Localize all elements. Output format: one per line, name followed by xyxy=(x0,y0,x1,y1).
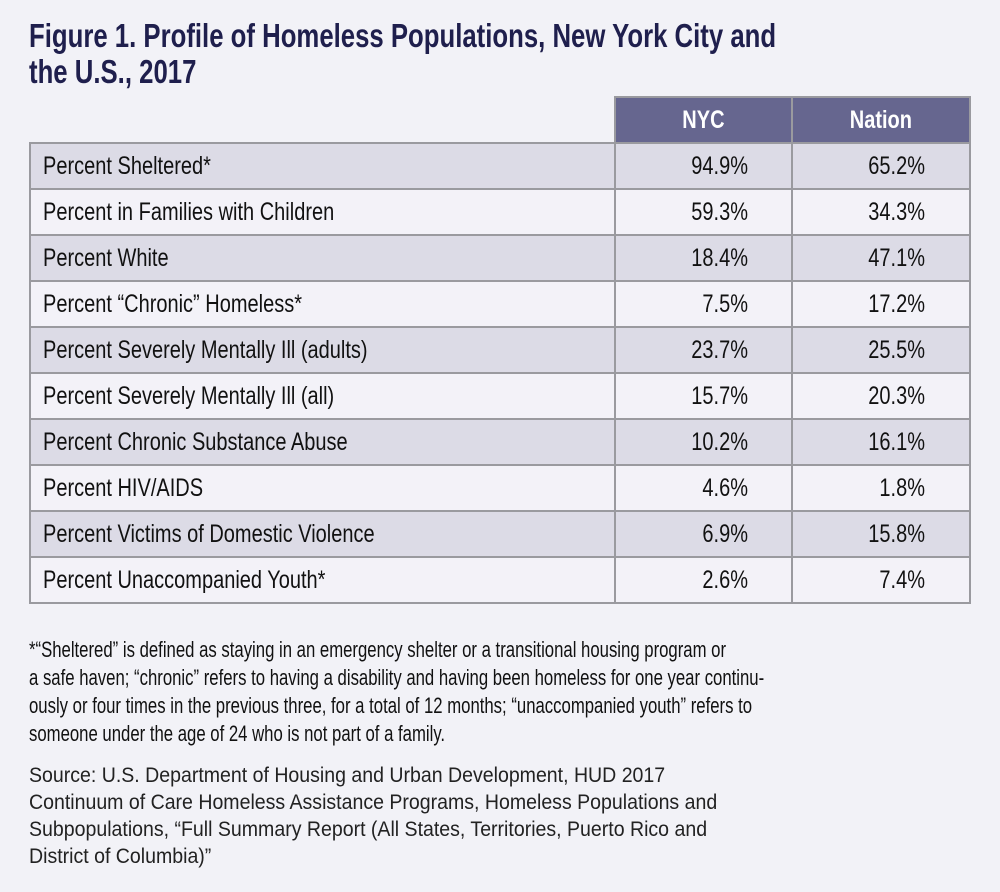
cell-nyc: 4.6% xyxy=(613,464,794,512)
header-nyc: NYC xyxy=(613,96,794,144)
row-label: Percent Severely Mentally Ill (all) xyxy=(29,372,616,420)
table-row: Percent in Families with Children 59.3% 34… xyxy=(29,188,971,236)
table-row: Percent Severely Mentally Ill (all) 15.7%… xyxy=(29,372,971,420)
table-row: Percent Victims of Domestic Violence 6.9%… xyxy=(29,510,971,558)
table-row: Percent Severely Mentally Ill (adults) 23… xyxy=(29,326,971,374)
row-label: Percent White xyxy=(29,234,616,282)
cell-nyc: 10.2% xyxy=(613,418,794,466)
cell-nation: 25.5% xyxy=(791,326,971,374)
title-line: the U.S., 2017 xyxy=(29,53,197,90)
source-note: Source: U.S. Department of Housing and U… xyxy=(29,762,769,870)
row-label: Percent Unaccompanied Youth* xyxy=(29,556,616,604)
row-label: Percent Chronic Substance Abuse xyxy=(29,418,616,466)
header-nation: Nation xyxy=(791,96,971,144)
source-line: Subpopulations, “Full Summary Report (Al… xyxy=(29,818,708,841)
row-label: Percent Sheltered* xyxy=(29,142,616,190)
cell-nation: 47.1% xyxy=(791,234,971,282)
row-label: Percent “Chronic” Homeless* xyxy=(29,280,616,328)
source-line: Source: U.S. Department of Housing and U… xyxy=(29,764,666,787)
footnote-line: ously or four times in the previous thre… xyxy=(29,693,753,718)
table-row: Percent White 18.4% 47.1% xyxy=(29,234,971,282)
footnote: *“Sheltered” is defined as staying in an… xyxy=(29,636,996,748)
cell-nation: 34.3% xyxy=(791,188,971,236)
cell-nyc: 94.9% xyxy=(613,142,794,190)
cell-nation: 20.3% xyxy=(791,372,971,420)
source-line: Continuum of Care Homeless Assistance Pr… xyxy=(29,791,718,814)
table-row: Percent HIV/AIDS 4.6% 1.8% xyxy=(29,464,971,512)
table-row: Percent “Chronic” Homeless* 7.5% 17.2% xyxy=(29,280,971,328)
row-label: Percent HIV/AIDS xyxy=(29,464,616,512)
cell-nation: 65.2% xyxy=(791,142,971,190)
cell-nyc: 23.7% xyxy=(613,326,794,374)
footnote-line: someone under the age of 24 who is not p… xyxy=(29,721,446,746)
table-row: Percent Sheltered* 94.9% 65.2% xyxy=(29,142,971,190)
cell-nation: 17.2% xyxy=(791,280,971,328)
cell-nyc: 6.9% xyxy=(613,510,794,558)
table-header-row: NYC Nation xyxy=(30,96,971,144)
header-blank xyxy=(30,97,615,144)
row-label: Percent Severely Mentally Ill (adults) xyxy=(29,326,616,374)
figure-title: Figure 1. Profile of Homeless Population… xyxy=(29,18,987,90)
cell-nyc: 18.4% xyxy=(613,234,794,282)
row-label: Percent Victims of Domestic Violence xyxy=(29,510,616,558)
cell-nyc: 7.5% xyxy=(613,280,794,328)
cell-nyc: 59.3% xyxy=(613,188,794,236)
cell-nyc: 2.6% xyxy=(613,556,794,604)
cell-nyc: 15.7% xyxy=(613,372,794,420)
footnote-line: *“Sheltered” is defined as staying in an… xyxy=(29,637,727,662)
cell-nation: 15.8% xyxy=(791,510,971,558)
source-line: District of Columbia)” xyxy=(29,845,212,868)
profile-table: NYC Nation Percent Sheltered* 94.9% 65.2% P… xyxy=(29,96,971,604)
title-line: Figure 1. Profile of Homeless Population… xyxy=(29,17,777,54)
row-label: Percent in Families with Children xyxy=(29,188,616,236)
cell-nation: 16.1% xyxy=(791,418,971,466)
cell-nation: 1.8% xyxy=(791,464,971,512)
table-row: Percent Unaccompanied Youth* 2.6% 7.4% xyxy=(29,556,971,604)
cell-nation: 7.4% xyxy=(791,556,971,604)
footnote-line: a safe haven; “chronic” refers to having… xyxy=(29,665,765,690)
table-row: Percent Chronic Substance Abuse 10.2% 16.1… xyxy=(29,418,971,466)
